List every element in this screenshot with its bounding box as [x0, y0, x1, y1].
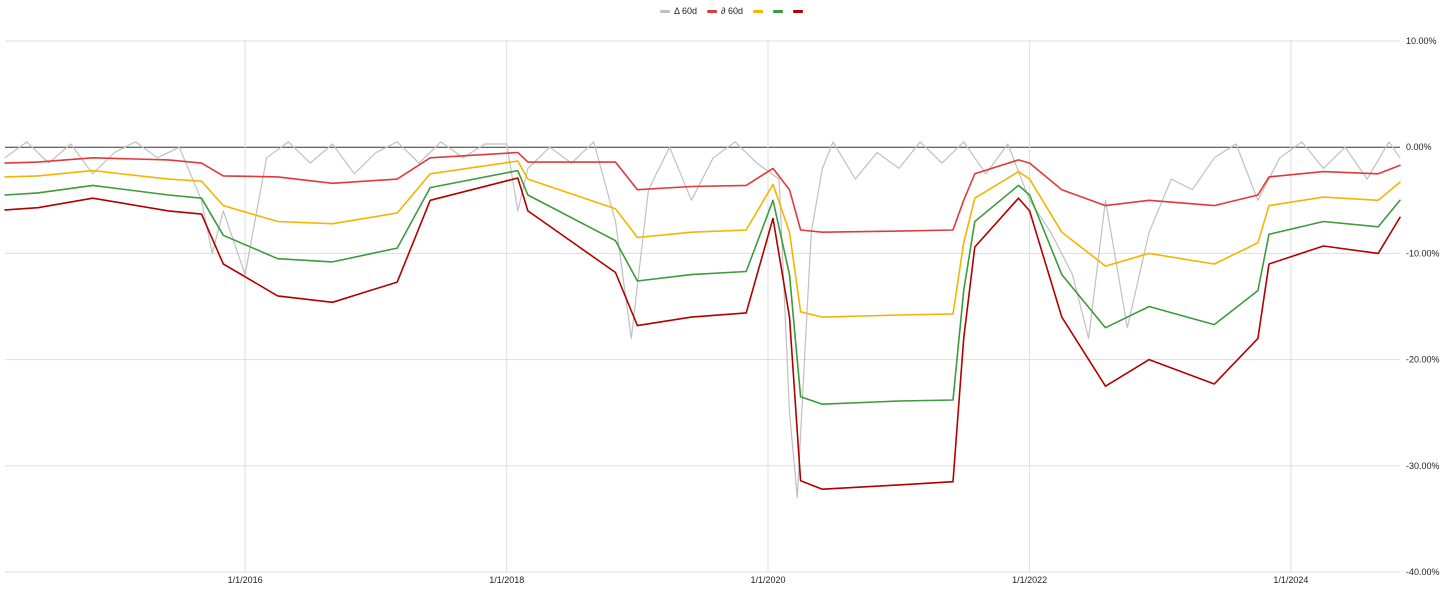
- legend-swatch: [753, 10, 764, 13]
- x-tick-label: 1/1/2018: [489, 575, 524, 585]
- y-tick-label: -40.00%: [1406, 567, 1440, 577]
- legend-item-2[interactable]: ∂ 60d: [707, 6, 743, 16]
- y-tick-label: -20.00%: [1406, 355, 1440, 365]
- legend-label: Δ 60d: [674, 6, 697, 16]
- grid: [5, 40, 1400, 573]
- legend-swatch: [707, 10, 718, 13]
- x-tick-label: 1/1/2024: [1273, 575, 1308, 585]
- legend-item-3[interactable]: [753, 10, 764, 13]
- y-tick-label: 0.00%: [1406, 142, 1432, 152]
- legend-swatch: [793, 10, 804, 13]
- legend-item-4[interactable]: [773, 10, 784, 13]
- y-tick-label: -30.00%: [1406, 461, 1440, 471]
- y-tick-label: -10.00%: [1406, 248, 1440, 258]
- series-line-4: [4, 169, 1401, 406]
- legend-label: ∂ 60d: [721, 6, 743, 16]
- series-line-1: [4, 141, 1401, 499]
- series-line-3: [4, 160, 1401, 318]
- x-tick-label: 1/1/2022: [1012, 575, 1047, 585]
- y-tick-label: 10.00%: [1406, 36, 1437, 46]
- x-tick-label: 1/1/2016: [228, 575, 263, 585]
- series-lines: [4, 141, 1401, 499]
- legend-swatch: [660, 10, 670, 13]
- series-line-2: [4, 151, 1401, 233]
- legend-swatch: [773, 10, 784, 13]
- legend[interactable]: Δ 60d ∂ 60d: [660, 6, 804, 16]
- x-tick-label: 1/1/2020: [750, 575, 785, 585]
- legend-item-1[interactable]: Δ 60d: [660, 6, 697, 16]
- series-line-5: [4, 177, 1401, 491]
- legend-item-5[interactable]: [793, 10, 804, 13]
- axis-labels: 10.00% 0.00% -10.00% -20.00% -30.00% -40.00% 1…: [228, 36, 1440, 585]
